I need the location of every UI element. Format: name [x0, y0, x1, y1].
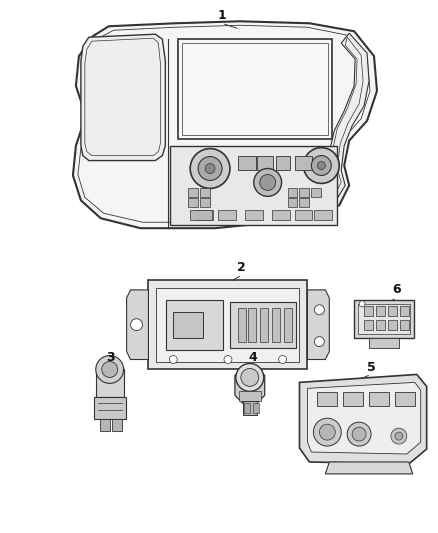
Bar: [260, 308, 268, 342]
Polygon shape: [300, 375, 427, 464]
Polygon shape: [230, 302, 296, 348]
Bar: [238, 156, 256, 169]
Bar: [318, 392, 337, 406]
Circle shape: [190, 149, 230, 188]
Bar: [243, 401, 257, 415]
Polygon shape: [94, 397, 126, 419]
Bar: [182, 43, 328, 135]
Bar: [188, 198, 198, 207]
Bar: [100, 419, 110, 431]
Bar: [156, 288, 300, 361]
Circle shape: [170, 356, 177, 364]
Bar: [272, 308, 279, 342]
Bar: [188, 188, 198, 197]
Circle shape: [279, 356, 286, 364]
Bar: [388, 320, 397, 330]
Polygon shape: [327, 33, 369, 198]
Bar: [195, 211, 213, 220]
Bar: [400, 306, 409, 316]
Circle shape: [359, 301, 365, 307]
Bar: [248, 308, 256, 342]
Circle shape: [314, 418, 341, 446]
Bar: [257, 156, 273, 169]
Bar: [369, 337, 399, 348]
Text: 2: 2: [237, 262, 246, 274]
Polygon shape: [96, 369, 124, 397]
Bar: [200, 188, 210, 197]
Bar: [272, 211, 290, 220]
Bar: [170, 146, 337, 225]
Circle shape: [96, 356, 124, 383]
Bar: [288, 198, 297, 207]
Bar: [294, 156, 312, 169]
Circle shape: [395, 432, 403, 440]
Bar: [245, 211, 263, 220]
Bar: [253, 403, 259, 413]
Circle shape: [304, 148, 339, 183]
Text: 3: 3: [106, 351, 115, 364]
Bar: [112, 419, 122, 431]
Text: 1: 1: [218, 9, 226, 22]
Text: 6: 6: [392, 284, 401, 296]
Circle shape: [352, 427, 366, 441]
Circle shape: [198, 157, 222, 181]
Bar: [376, 320, 385, 330]
Polygon shape: [166, 300, 223, 350]
Circle shape: [102, 361, 118, 377]
Bar: [400, 320, 409, 330]
Bar: [283, 308, 292, 342]
Polygon shape: [235, 367, 265, 403]
Bar: [148, 280, 307, 369]
Circle shape: [260, 174, 276, 190]
Bar: [364, 306, 373, 316]
Bar: [354, 300, 414, 337]
Bar: [314, 211, 332, 220]
Circle shape: [314, 337, 324, 346]
Bar: [178, 39, 332, 139]
Circle shape: [254, 168, 282, 196]
Circle shape: [236, 364, 264, 391]
Bar: [388, 306, 397, 316]
Bar: [200, 198, 210, 207]
Bar: [300, 188, 309, 197]
Circle shape: [224, 356, 232, 364]
Polygon shape: [73, 21, 377, 228]
Circle shape: [347, 422, 371, 446]
Bar: [239, 391, 261, 401]
Circle shape: [314, 305, 324, 315]
Circle shape: [131, 319, 142, 330]
Bar: [190, 211, 212, 220]
Text: 4: 4: [248, 351, 257, 364]
Polygon shape: [81, 34, 165, 160]
Text: 5: 5: [367, 361, 375, 374]
Circle shape: [311, 156, 331, 175]
Circle shape: [391, 428, 407, 444]
Bar: [218, 211, 236, 220]
Bar: [369, 392, 389, 406]
Bar: [294, 211, 312, 220]
Bar: [300, 198, 309, 207]
Polygon shape: [307, 290, 329, 360]
Polygon shape: [173, 312, 203, 337]
Bar: [288, 188, 297, 197]
Bar: [364, 320, 373, 330]
Bar: [276, 156, 290, 169]
Bar: [358, 304, 410, 334]
Circle shape: [241, 368, 259, 386]
Circle shape: [319, 424, 335, 440]
Polygon shape: [127, 290, 148, 360]
Bar: [343, 392, 363, 406]
Polygon shape: [307, 382, 421, 454]
Bar: [238, 308, 246, 342]
Polygon shape: [325, 462, 413, 474]
Bar: [311, 188, 321, 197]
Bar: [395, 392, 415, 406]
Bar: [376, 306, 385, 316]
Circle shape: [205, 164, 215, 173]
Circle shape: [318, 161, 325, 169]
Bar: [244, 403, 250, 413]
